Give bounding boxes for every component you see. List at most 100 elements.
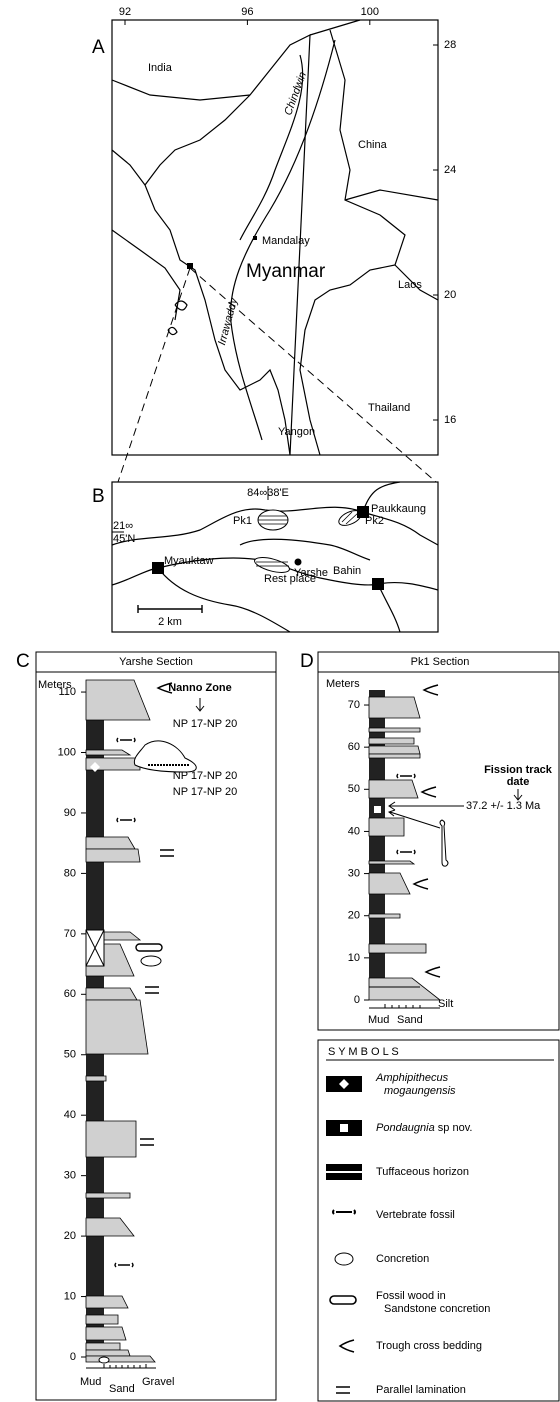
- trough-symbol: [422, 787, 436, 797]
- map-label: Pk1: [233, 515, 252, 527]
- latitude-label: 21∞: [113, 520, 133, 532]
- section-column: [369, 690, 385, 1000]
- river-label: Irrawaddy: [216, 295, 240, 346]
- grain-label: Mud: [80, 1376, 101, 1388]
- meter-tick-label: 30: [348, 867, 360, 879]
- arrow: [389, 802, 464, 810]
- meter-tick-label: 10: [64, 1290, 76, 1302]
- fission-heading: date: [507, 776, 530, 788]
- zoom-lines: [118, 268, 436, 482]
- lat-tick-label: 20: [444, 289, 456, 301]
- legend-icons: [326, 1076, 362, 1393]
- bed: [86, 1076, 106, 1081]
- section-title: Pk1 Section: [411, 656, 470, 668]
- map-label: China: [358, 139, 388, 151]
- nanno-zone: NP 17-NP 20: [173, 786, 237, 798]
- bed: [86, 1350, 130, 1356]
- figure: A India China Chindwin Mandalay Myanmar …: [0, 0, 560, 1402]
- legend-text: Concretion: [376, 1253, 429, 1265]
- map-label: Bahin: [333, 565, 361, 577]
- map-label: Mandalay: [262, 235, 310, 247]
- legend-text: Pondaugnia sp nov.: [376, 1122, 472, 1134]
- shape: [330, 1296, 356, 1304]
- meter-tick-label: 40: [348, 825, 360, 837]
- wood-symbol: [136, 944, 162, 951]
- pondaugnia-marker: [374, 806, 381, 813]
- meter-tick-label: 90: [64, 807, 76, 819]
- longitude-label: 84∞38'E: [247, 487, 289, 499]
- bed: [369, 697, 420, 718]
- lat-tick-label: 28: [444, 39, 456, 51]
- nanno-heading: Nanno Zone: [168, 682, 232, 694]
- panel-letter: B: [92, 486, 105, 507]
- grain-label: Gravel: [142, 1376, 174, 1388]
- panel-letter: D: [300, 651, 314, 672]
- map-label: Pk2: [365, 515, 384, 527]
- bone-symbol: [117, 818, 135, 822]
- grain-label: Mud: [368, 1014, 389, 1026]
- scale-bar: [138, 605, 202, 613]
- bed: [369, 780, 418, 798]
- trough-symbol: [426, 967, 440, 977]
- legend-text: Fossil wood in: [376, 1290, 446, 1302]
- bed: [86, 1315, 118, 1324]
- bed: [86, 1343, 120, 1350]
- bed: [86, 1000, 148, 1054]
- legend-text: Sandstone concretion: [384, 1303, 490, 1315]
- city-marker: [253, 236, 257, 240]
- trough-symbol: [414, 879, 428, 889]
- map-label: Myauktaw: [164, 555, 214, 567]
- bed: [369, 818, 404, 836]
- meter-tick-label: 70: [348, 699, 360, 711]
- nanno-zone: NP 17-NP 20: [173, 718, 237, 730]
- town-marker: [372, 578, 384, 590]
- legend-text: Pondaugnia: [376, 1122, 435, 1134]
- section-title: Yarshe Section: [119, 656, 193, 668]
- lon-tick-label: 100: [361, 6, 379, 18]
- bed: [369, 873, 410, 894]
- arrow: [514, 789, 522, 800]
- lamination-symbol: [140, 1139, 154, 1145]
- legend-text: Parallel lamination: [376, 1384, 466, 1396]
- fission-heading: Fission track: [484, 764, 553, 776]
- shape: [335, 1253, 353, 1265]
- meter-tick-label: 80: [64, 867, 76, 879]
- map-label: Rest place: [264, 573, 316, 585]
- grain-ticks: [104, 1364, 146, 1368]
- map-label: India: [148, 62, 173, 74]
- concretion-symbol: [141, 956, 161, 966]
- meter-tick-label: 10: [348, 952, 360, 964]
- scale-label: 2 km: [158, 616, 182, 628]
- grain-label: Sand: [109, 1383, 135, 1395]
- panel-letter: A: [92, 37, 105, 58]
- latitude-label: 45'N: [113, 533, 135, 545]
- axis-label: Meters: [326, 678, 360, 690]
- legend-text: mogaungensis: [384, 1085, 456, 1097]
- meter-tick-label: 30: [64, 1170, 76, 1182]
- legend-text: Vertebrate fossil: [376, 1209, 455, 1221]
- meter-tick-label: 60: [64, 988, 76, 1000]
- meter-tick-label: 100: [58, 746, 76, 758]
- bed: [86, 1193, 130, 1198]
- bed: [369, 861, 414, 864]
- map-label: Myanmar: [246, 261, 326, 282]
- meter-tick-label: 20: [64, 1230, 76, 1242]
- river-label: Chindwin: [282, 70, 309, 117]
- bed: [369, 944, 426, 953]
- fossil-jaw: [134, 741, 196, 772]
- grain-label: Sand: [397, 1014, 423, 1026]
- bed: [86, 1218, 134, 1236]
- meter-tick-label: 50: [348, 783, 360, 795]
- shape: [340, 1124, 348, 1132]
- bed: [86, 1327, 126, 1340]
- grain-ticks: [385, 1004, 420, 1008]
- bone-symbol: [397, 850, 415, 854]
- meter-tick-label: 20: [348, 910, 360, 922]
- bed: [369, 728, 420, 732]
- legend-text: Amphipithecus: [375, 1072, 449, 1084]
- meter-tick-label: 0: [354, 994, 360, 1006]
- bone-symbol: [115, 1263, 133, 1267]
- map-label: Laos: [398, 279, 422, 291]
- fission-date: 37.2 +/- 1.3 Ma: [466, 800, 541, 812]
- lamination-symbol: [145, 987, 159, 993]
